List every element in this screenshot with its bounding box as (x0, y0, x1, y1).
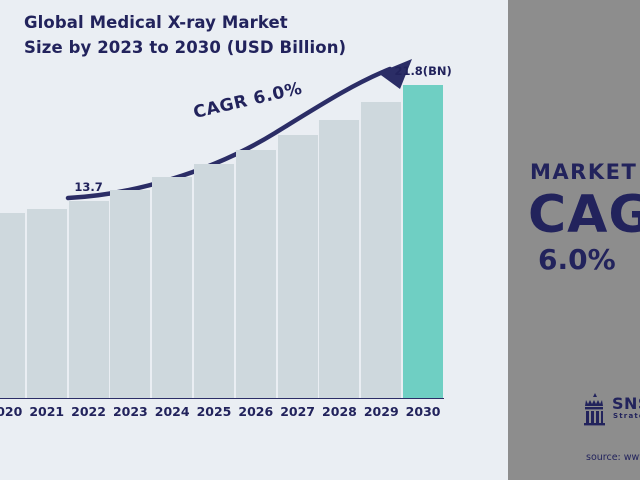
source-text: source: www.snsinsider.com (586, 452, 640, 463)
bar-2026 (235, 149, 276, 398)
logo: SNS Insider Strategy and Stats (582, 392, 640, 436)
bar-value-label-2030: 21.8(BN) (394, 64, 452, 79)
bar-2023 (110, 189, 151, 398)
x-axis-line (0, 397, 444, 399)
bar-series: 13.7 21.8(BN) (0, 64, 452, 398)
bar-2029 (361, 102, 402, 398)
logo-text: SNS Insider (612, 394, 640, 413)
x-label-2024: 2024 (154, 404, 190, 419)
x-label-2022: 2022 (71, 404, 106, 419)
page-title: Global Medical X-ray Market Size by 2023… (24, 10, 444, 60)
x-label-2027: 2027 (280, 404, 316, 419)
plot-area: CAGR 6.0% 13.721.8(BN) 20202021202220232… (0, 59, 452, 426)
x-label-2023: 2023 (112, 404, 148, 419)
x-label-2029: 2029 (363, 404, 399, 419)
bar-2022 (68, 201, 109, 398)
market-word: MARKET (530, 160, 638, 184)
bar-2030 (403, 85, 444, 398)
crown-tower-logo-icon (584, 393, 605, 426)
bar-2027 (277, 135, 318, 398)
x-label-2030: 2030 (405, 404, 441, 419)
cagr-percent: 6.0% (538, 243, 616, 276)
bar-2020 (0, 212, 25, 398)
x-label-2025: 2025 (196, 404, 232, 419)
bar-2024 (152, 177, 193, 398)
bar-2021 (26, 208, 67, 398)
bar-value-label-2022: 13.7 (74, 180, 103, 195)
side-panel-inner: MARKET CAGR 6.0% SNS Insider Strategy an… (508, 0, 640, 480)
x-label-2028: 2028 (322, 404, 357, 419)
side-panel: MARKET CAGR 6.0% SNS Insider Strategy an… (508, 0, 640, 480)
chart-title-line-2: Size by 2023 to 2030 (USD Billion) (24, 38, 347, 57)
bar-2028 (319, 119, 360, 398)
x-label-2026: 2026 (238, 404, 274, 419)
logo-subtitle: Strategy and Stats (613, 412, 640, 420)
bar-2025 (194, 164, 234, 398)
cagr-word: CAGR (528, 185, 640, 245)
chart-title-line-1: Global Medical X-ray Market (24, 13, 288, 32)
chart-panel: Global Medical X-ray Market Size by 2023… (0, 0, 508, 480)
x-label-2021: 2021 (29, 404, 65, 419)
